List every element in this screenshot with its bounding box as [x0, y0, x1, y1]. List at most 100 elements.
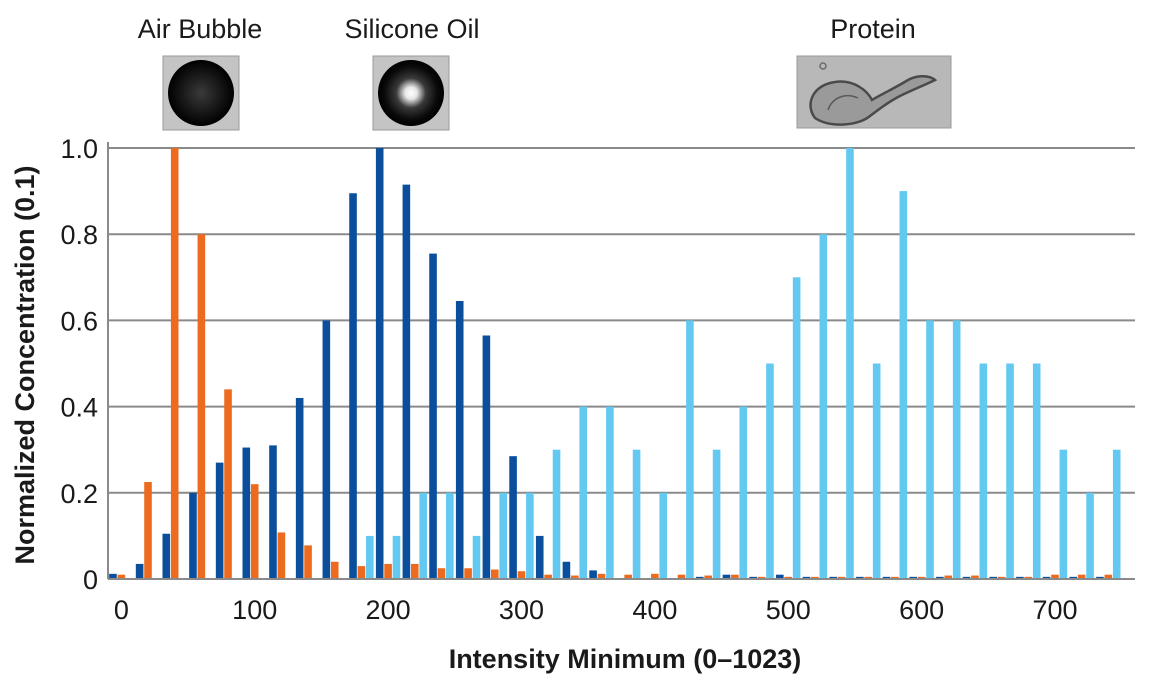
annotation-label-silicone-oil: Silicone Oil: [344, 14, 479, 44]
bar-series1-600: [917, 576, 926, 579]
bar-series1-540: [837, 576, 846, 579]
bar-series2-700: [1059, 449, 1068, 579]
bar-series2-500: [792, 277, 801, 579]
bar-series0-320: [535, 535, 544, 579]
bar-series1-500: [784, 576, 793, 579]
bar-series0-500: [776, 574, 784, 579]
gridlines: [108, 147, 1135, 494]
bar-series0-180: [349, 193, 357, 579]
bar-series1-280: [490, 569, 499, 579]
bar-series1-140: [304, 545, 312, 579]
bar-series2-620: [952, 320, 961, 579]
bar-series1-520: [811, 576, 819, 579]
y-tick-label-3: 0.6: [60, 306, 98, 336]
bar-series0-20: [135, 563, 144, 579]
axes: [107, 142, 1135, 580]
bar-series1-100: [250, 484, 259, 579]
x-tick-label-7: 700: [1032, 595, 1077, 625]
bar-series0-220: [402, 184, 411, 579]
bar-series2-580: [899, 191, 908, 579]
bar-series2-420: [686, 320, 694, 579]
bar-series2-520: [819, 234, 828, 579]
y-tick-labels: 0 0.2 0.4 0.6 0.8 1.0: [60, 134, 98, 595]
bar-series1-320: [544, 574, 552, 579]
x-tick-label-4: 400: [632, 595, 677, 625]
bar-series2-220: [419, 492, 427, 579]
bar-series2-200: [392, 535, 401, 579]
bar-series1-700: [1051, 574, 1059, 579]
x-tick-label-3: 300: [499, 595, 544, 625]
bar-series2-640: [979, 363, 988, 579]
bar-series0-560: [856, 576, 864, 579]
bar-series1-720: [1077, 574, 1086, 579]
bar-series0-280: [482, 335, 491, 579]
x-tick-label-2: 200: [366, 595, 411, 625]
bar-series0-340: [562, 561, 571, 579]
bar-series1-80: [224, 389, 232, 579]
bar-series1-220: [410, 563, 419, 579]
bar-series2-740: [1112, 449, 1121, 579]
bar-series0-360: [589, 570, 597, 579]
bars: [109, 148, 1121, 579]
bar-series0-140: [295, 397, 304, 579]
annotation-label-air-bubble: Air Bubble: [138, 14, 263, 44]
bar-series0-260: [455, 301, 464, 579]
bar-series0-740: [1096, 576, 1104, 579]
bar-series2-720: [1086, 492, 1094, 579]
bar-series0-600: [909, 576, 917, 579]
y-axis-title: Normalized Concentration (0.1): [10, 165, 40, 564]
bar-series1-680: [1024, 576, 1033, 579]
bar-series0-40: [162, 533, 171, 579]
bar-series2-600: [926, 320, 934, 579]
bar-series1-360: [597, 573, 606, 579]
bar-series2-680: [1032, 363, 1041, 579]
bar-series1-340: [571, 575, 579, 579]
y-tick-label-5: 1.0: [60, 134, 98, 164]
bar-series1-660: [997, 576, 1006, 579]
y-tick-label-0: 0: [83, 565, 98, 595]
bar-series1-20: [144, 482, 152, 579]
bar-series2-400: [659, 492, 668, 579]
bar-series1-480: [757, 576, 766, 579]
bar-series2-560: [872, 363, 881, 579]
bar-series0-620: [936, 576, 944, 579]
y-tick-label-1: 0.2: [60, 479, 98, 509]
bar-series0-720: [1069, 576, 1078, 579]
bar-series1-300: [517, 571, 526, 579]
bar-series2-440: [712, 449, 721, 579]
bar-series1-380: [624, 574, 632, 579]
x-axis-title: Intensity Minimum (0–1023): [449, 644, 802, 674]
x-tick-label-6: 600: [899, 595, 944, 625]
bar-series0-580: [882, 576, 891, 579]
protein-particle-image: [796, 55, 952, 129]
bar-series2-660: [1006, 363, 1014, 579]
bar-series1-620: [944, 575, 953, 579]
x-tick-label-5: 500: [766, 595, 811, 625]
bar-series0-440: [695, 576, 704, 579]
bar-series0-700: [1042, 576, 1051, 579]
bar-series2-280: [499, 492, 507, 579]
bar-series1-560: [864, 576, 873, 579]
bar-series1-440: [704, 575, 712, 579]
annotation-protein: Protein: [796, 14, 952, 129]
bar-series2-300: [526, 492, 534, 579]
bar-series0-680: [1016, 576, 1024, 579]
bar-series0-80: [215, 462, 224, 579]
bar-series2-340: [579, 406, 588, 579]
bar-series1-240: [437, 568, 446, 579]
bar-series0-240: [429, 253, 437, 579]
annotation-silicone-oil: Silicone Oil: [344, 14, 480, 131]
bar-series2-260: [472, 535, 481, 579]
y-tick-label-2: 0.4: [60, 393, 98, 423]
bar-series1-40: [170, 148, 179, 579]
bar-series2-380: [632, 449, 641, 579]
bar-series2-360: [606, 406, 614, 579]
annotation-label-protein: Protein: [830, 14, 916, 44]
bar-series0-520: [802, 576, 811, 579]
bar-series2-540: [846, 148, 854, 579]
bar-series1-460: [731, 574, 739, 579]
bar-series0-60: [189, 492, 197, 579]
bar-series1-180: [357, 566, 366, 579]
bar-series1-120: [277, 532, 286, 579]
